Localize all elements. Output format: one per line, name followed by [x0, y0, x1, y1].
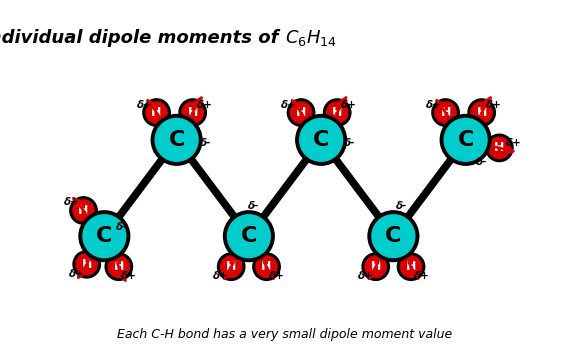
Text: δ-: δ- [396, 201, 407, 211]
Circle shape [71, 198, 96, 223]
Text: H: H [262, 260, 272, 273]
Text: δ+: δ+ [281, 99, 297, 110]
Circle shape [442, 116, 490, 164]
Text: H: H [494, 141, 504, 154]
Text: H: H [82, 258, 92, 271]
Text: $C_6H_{14}$: $C_6H_{14}$ [285, 28, 337, 48]
Text: H: H [78, 204, 89, 217]
Text: H: H [188, 106, 198, 119]
Text: δ+: δ+ [120, 271, 136, 281]
Text: δ-: δ- [476, 157, 487, 167]
Text: C: C [313, 130, 329, 150]
Text: C: C [241, 226, 257, 246]
Text: H: H [332, 106, 343, 119]
Text: δ+: δ+ [506, 138, 522, 148]
Text: H: H [370, 260, 381, 273]
Text: C: C [458, 130, 474, 150]
Text: H: H [406, 260, 416, 273]
Circle shape [106, 254, 132, 280]
Circle shape [254, 254, 279, 280]
Text: H: H [152, 106, 162, 119]
Text: δ+: δ+ [63, 198, 79, 207]
Text: Each C-H bond has a very small dipole moment value: Each C-H bond has a very small dipole mo… [117, 328, 453, 341]
Text: H: H [477, 106, 487, 119]
Text: δ+: δ+ [269, 271, 285, 281]
Text: Individual dipole moments of: Individual dipole moments of [0, 29, 285, 47]
Text: C: C [385, 226, 402, 246]
Text: C: C [168, 130, 185, 150]
Circle shape [288, 100, 314, 126]
Text: δ+: δ+ [486, 99, 502, 110]
Text: δ-: δ- [116, 222, 128, 232]
Text: δ+: δ+ [137, 99, 152, 110]
Circle shape [398, 254, 424, 280]
Circle shape [144, 100, 169, 126]
Text: δ-: δ- [344, 138, 356, 148]
Text: H: H [441, 106, 451, 119]
Text: δ+: δ+ [357, 271, 373, 281]
Circle shape [225, 212, 273, 260]
Circle shape [433, 100, 458, 126]
Text: δ-: δ- [248, 201, 259, 211]
Text: δ+: δ+ [426, 99, 441, 110]
Text: C: C [96, 226, 112, 246]
Circle shape [297, 116, 345, 164]
Circle shape [218, 254, 244, 280]
Text: H: H [226, 260, 237, 273]
Circle shape [363, 254, 389, 280]
Text: δ+: δ+ [341, 99, 357, 110]
Text: H: H [113, 260, 124, 273]
Circle shape [153, 116, 201, 164]
Circle shape [80, 212, 128, 260]
Text: H: H [296, 106, 306, 119]
Circle shape [369, 212, 417, 260]
Circle shape [324, 100, 350, 126]
Circle shape [74, 252, 100, 277]
Text: δ+: δ+ [197, 99, 213, 110]
Text: δ+: δ+ [69, 269, 85, 279]
Circle shape [487, 135, 512, 161]
Circle shape [469, 100, 495, 126]
Text: δ+: δ+ [414, 271, 429, 281]
Text: δ-: δ- [200, 138, 211, 148]
Circle shape [180, 100, 206, 126]
Text: δ+: δ+ [213, 271, 229, 281]
